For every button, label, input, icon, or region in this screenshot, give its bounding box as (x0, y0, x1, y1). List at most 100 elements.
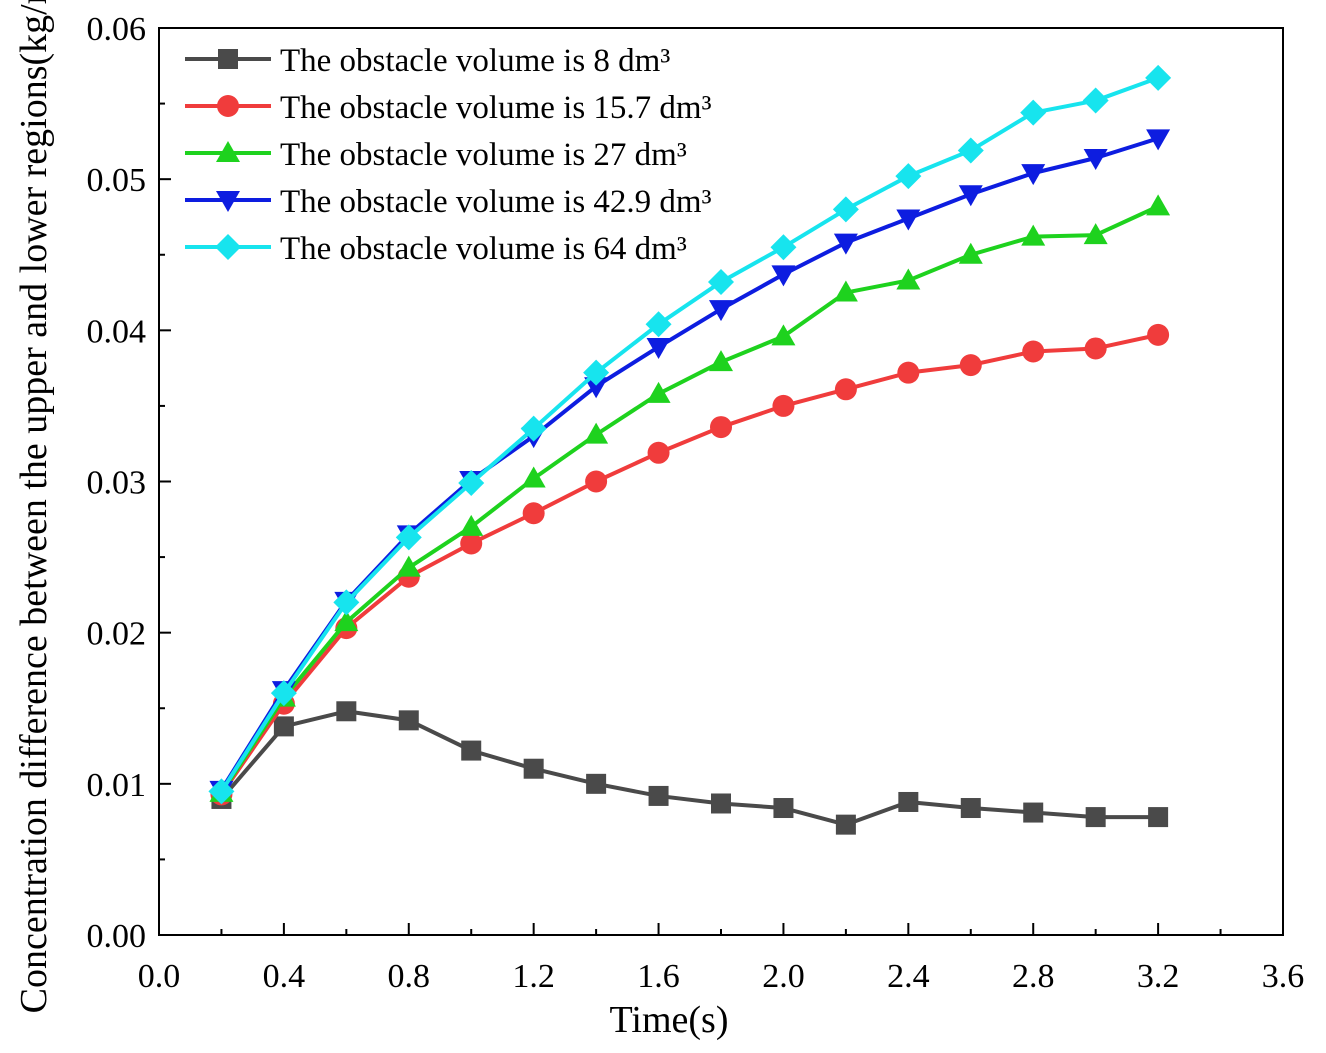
data-point (270, 680, 297, 707)
data-point (897, 361, 920, 384)
data-point (458, 470, 485, 497)
series-line (219, 76, 1159, 793)
data-point (460, 532, 483, 555)
data-point (398, 710, 419, 731)
series-layer (208, 64, 1172, 835)
y-axis-title: Concentration difference between the upp… (13, 0, 55, 1013)
legend-swatch-marker (217, 95, 239, 117)
series-line (219, 709, 1159, 827)
data-point (960, 798, 981, 819)
data-point (334, 610, 359, 632)
data-point (896, 268, 921, 290)
series-line (219, 332, 1159, 796)
legend-swatch-marker (218, 49, 238, 69)
data-point (396, 555, 421, 577)
data-point (1021, 164, 1046, 186)
legend-swatch-marker (216, 141, 240, 162)
legend-item: The obstacle volume is 15.7 dm³ (185, 90, 712, 126)
data-point (710, 416, 732, 439)
data-point (1085, 807, 1106, 828)
data-point (461, 740, 482, 761)
data-point (336, 701, 357, 722)
data-point (959, 354, 982, 377)
data-point (1023, 802, 1044, 823)
data-point (771, 324, 796, 346)
data-point (708, 268, 734, 295)
data-point (709, 350, 733, 372)
data-point (585, 470, 608, 493)
data-point (646, 381, 671, 403)
data-point (770, 234, 797, 261)
data-point (835, 814, 856, 835)
legend-swatch-marker (215, 234, 241, 260)
y-tick-label: 0.00 (87, 918, 147, 955)
x-axis-title: Time(s) (610, 999, 729, 1041)
data-point (957, 137, 984, 164)
data-point (1148, 807, 1169, 828)
data-point (584, 422, 609, 444)
data-point (898, 791, 919, 812)
y-tick-label: 0.04 (87, 313, 147, 350)
legend-label: The obstacle volume is 15.7 dm³ (280, 90, 712, 126)
data-point (1022, 340, 1045, 363)
x-tick-label: 1.2 (512, 958, 555, 995)
y-tick-label: 0.02 (87, 616, 147, 653)
data-point (773, 798, 794, 819)
y-tick-label: 0.01 (87, 767, 147, 804)
data-point (1021, 224, 1046, 246)
data-point (833, 280, 858, 302)
x-tick-label: 2.0 (762, 958, 805, 995)
data-point (1146, 194, 1171, 216)
legend-label: The obstacle volume is 64 dm³ (280, 231, 687, 267)
data-point (521, 466, 546, 488)
data-point (333, 589, 360, 616)
data-point (522, 502, 545, 525)
data-point (1084, 337, 1107, 360)
data-point (833, 233, 858, 255)
legend-label: The obstacle volume is 8 dm³ (280, 43, 670, 79)
data-point (647, 441, 670, 464)
legend-item: The obstacle volume is 42.9 dm³ (185, 184, 712, 220)
data-point (520, 415, 547, 442)
x-tick-label: 1.6 (637, 958, 680, 995)
data-point (896, 209, 921, 231)
data-point (1020, 99, 1047, 126)
legend: The obstacle volume is 8 dm³ The obstacle… (185, 43, 712, 267)
data-point (584, 377, 609, 399)
data-point (771, 265, 796, 287)
y-tick-label: 0.03 (87, 465, 147, 502)
x-tick-label: 2.8 (1012, 958, 1055, 995)
data-point (832, 196, 859, 223)
data-point (1082, 87, 1109, 114)
data-point (208, 778, 235, 805)
data-point (1147, 323, 1170, 346)
legend-item: The obstacle volume is 27 dm³ (185, 137, 687, 173)
data-point (895, 163, 922, 190)
legend-swatch-marker (216, 191, 240, 212)
data-point (583, 359, 610, 386)
x-tick-label: 0.4 (263, 958, 306, 995)
axis-ticks: 0.0 0.4 0.8 1.2 1.6 2.0 2.4 2.8 3.2 3.6 0.00 0.01 0.… (87, 11, 1305, 995)
x-tick-label: 0.8 (388, 958, 431, 995)
data-point (1083, 149, 1108, 171)
data-point (586, 773, 607, 794)
legend-item: The obstacle volume is 64 dm³ (185, 231, 687, 267)
series-5 (208, 64, 1172, 805)
data-point (459, 514, 484, 536)
data-point (395, 524, 422, 551)
x-tick-label: 3.2 (1137, 958, 1180, 995)
x-tick-label: 3.6 (1262, 958, 1305, 995)
data-point (1146, 129, 1171, 151)
data-point (834, 378, 857, 401)
data-point (709, 300, 733, 322)
data-point (523, 758, 544, 779)
legend-item: The obstacle volume is 8 dm³ (185, 43, 670, 79)
plot-frame (158, 27, 1284, 936)
data-point (273, 716, 294, 737)
x-tick-label: 0.0 (138, 958, 181, 995)
series-line (219, 204, 1159, 794)
data-point (1083, 223, 1108, 245)
y-tick-label: 0.05 (87, 162, 147, 199)
